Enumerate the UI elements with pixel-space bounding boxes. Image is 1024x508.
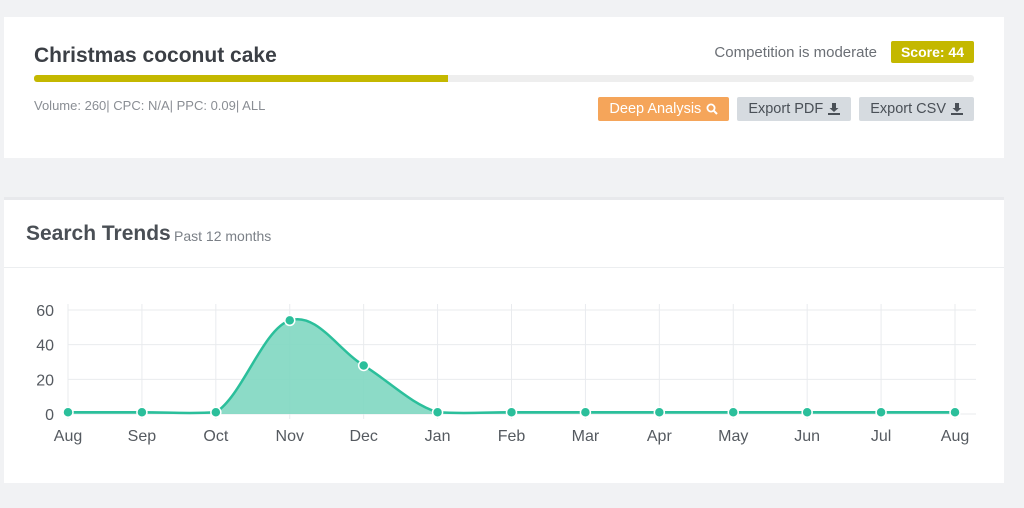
trend-point — [579, 406, 592, 419]
x-tick-label: Sep — [128, 428, 157, 445]
trends-subtitle: Past 12 months — [174, 228, 272, 244]
trend-point — [653, 406, 666, 419]
trends-title: Search Trends — [26, 222, 171, 245]
keyword-card: Christmas coconut cake Competition is mo… — [4, 17, 1004, 158]
metric-separator: | — [235, 98, 243, 113]
trends-chart-svg: 0 20 40 60 Aug Sep Oct Nov Dec Jan Feb Mar Apr May Jun… — [36, 303, 976, 445]
deep-analysis-button[interactable]: Deep Analysis — [598, 97, 730, 121]
deep-analysis-label: Deep Analysis — [609, 101, 702, 117]
trends-header: Search Trends Past 12 months — [4, 200, 1004, 268]
y-tick-label: 20 — [36, 372, 54, 389]
trend-point — [284, 314, 296, 327]
score-progress-bar — [34, 75, 974, 82]
cpc-metric: CPC: N/A — [113, 98, 170, 113]
ppc-metric: PPC: 0.09 — [176, 98, 236, 113]
download-icon — [828, 103, 841, 115]
search-icon — [706, 103, 719, 115]
y-tick-label: 0 — [45, 407, 54, 424]
trend-area-fill — [68, 319, 955, 414]
metric-separator: | — [106, 98, 114, 113]
trend-point — [949, 406, 961, 419]
score-badge: Score: 44 — [890, 41, 974, 63]
trend-point — [431, 406, 444, 419]
trend-point — [210, 406, 222, 419]
search-trends-card: Search Trends Past 12 months 0 20 40 60 Aug S… — [4, 197, 1004, 483]
trend-point — [727, 406, 739, 419]
scope-metric: ALL — [242, 98, 266, 113]
export-csv-button[interactable]: Export CSV — [859, 97, 974, 121]
download-icon — [951, 103, 963, 115]
export-csv-label: Export CSV — [870, 101, 946, 117]
x-tick-label: May — [718, 428, 748, 445]
x-tick-label: Jun — [794, 428, 820, 445]
y-tick-label: 40 — [36, 338, 54, 355]
volume-metric: Volume: 260 — [34, 98, 107, 113]
y-tick-label: 60 — [36, 303, 54, 320]
x-tick-label: Dec — [349, 428, 377, 445]
x-tick-label: Oct — [203, 428, 228, 445]
keyword-metrics: Volume: 260| CPC: N/A| PPC: 0.09| ALL — [34, 98, 265, 113]
score-progress-fill — [34, 75, 448, 82]
export-pdf-label: Export PDF — [748, 101, 824, 117]
trend-point — [357, 359, 370, 372]
x-tick-label: Mar — [572, 428, 600, 445]
action-buttons: Deep Analysis Export PDF Export CSV — [598, 97, 974, 121]
competition-text: Competition is moderate — [714, 44, 877, 61]
x-tick-label: Aug — [54, 428, 82, 445]
x-tick-label: Aug — [941, 428, 969, 445]
trend-point — [875, 406, 887, 419]
trend-point — [62, 406, 74, 419]
x-tick-label: Apr — [647, 428, 673, 445]
trend-point — [136, 406, 148, 419]
metric-separator: | — [169, 98, 177, 113]
trend-point — [505, 406, 518, 419]
keyword-title: Christmas coconut cake — [34, 44, 277, 67]
x-tick-label: Jul — [871, 428, 891, 445]
x-tick-label: Feb — [498, 428, 526, 445]
x-tick-label: Jan — [425, 428, 451, 445]
x-tick-label: Nov — [276, 428, 304, 445]
export-pdf-button[interactable]: Export PDF — [737, 97, 852, 121]
trends-chart: 0 20 40 60 Aug Sep Oct Nov Dec Jan Feb Mar Apr May Jun… — [4, 200, 1004, 488]
trend-point — [801, 406, 813, 419]
